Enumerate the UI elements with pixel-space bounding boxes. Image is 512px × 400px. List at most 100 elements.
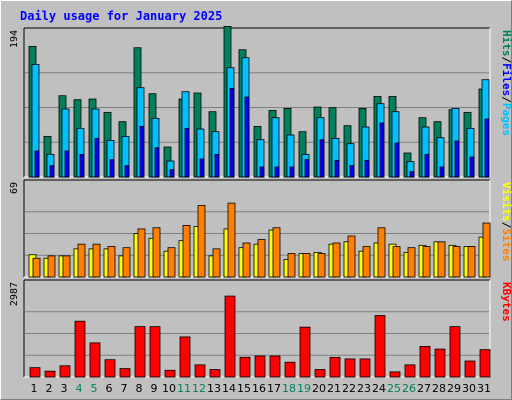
pages-bar	[319, 139, 325, 178]
legend-entry: Files	[500, 63, 512, 96]
pages-bar	[139, 125, 145, 178]
pages-bar	[259, 166, 265, 178]
day-label-26: 26	[402, 382, 416, 395]
day-label-16: 16	[252, 382, 266, 395]
legend-entry: /	[500, 96, 512, 103]
pages-bar	[394, 142, 400, 178]
day-label-27: 27	[417, 382, 431, 395]
kbytes-bar	[59, 365, 71, 378]
day-label-21: 21	[327, 382, 341, 395]
panel-middle-max-label: 69	[9, 182, 20, 194]
pages-bar	[49, 165, 55, 178]
kbytes-bar	[329, 356, 341, 378]
day-label-18: 18	[282, 382, 296, 395]
legend-entry: KBytes	[500, 282, 512, 322]
sites-bar	[197, 205, 206, 278]
pages-bar	[34, 150, 40, 178]
pages-bar	[214, 153, 220, 178]
day-label-25: 25	[387, 382, 401, 395]
kbytes-bar	[434, 348, 446, 378]
day-label-22: 22	[342, 382, 356, 395]
kbytes-bar	[479, 349, 491, 378]
pages-bar	[229, 87, 235, 178]
sites-bar	[347, 235, 356, 278]
kbytes-bar	[44, 370, 56, 378]
sites-bar	[317, 253, 326, 278]
sites-bar	[227, 202, 236, 278]
pages-bar	[289, 166, 295, 178]
day-label-19: 19	[297, 382, 311, 395]
day-label-29: 29	[447, 382, 461, 395]
pages-bar	[484, 118, 490, 178]
kbytes-bar	[284, 361, 296, 378]
pages-bar	[424, 153, 430, 178]
day-label-10: 10	[162, 382, 176, 395]
sites-bar	[482, 222, 491, 278]
pages-bar	[109, 159, 115, 178]
sites-bar	[377, 227, 386, 278]
pages-bar	[94, 137, 100, 178]
day-label-4: 4	[76, 382, 83, 395]
kbytes-bar	[269, 355, 281, 378]
sites-bar	[62, 255, 71, 278]
kbytes-bar	[404, 364, 416, 378]
pages-bar	[184, 127, 190, 178]
legend-entry: Hits	[500, 30, 512, 57]
kbytes-bar	[194, 364, 206, 378]
sites-bar	[77, 243, 86, 278]
sites-bar	[302, 253, 311, 278]
kbytes-bar	[134, 326, 146, 378]
sites-bar	[467, 246, 476, 278]
pages-bar	[124, 165, 130, 178]
sites-bar	[257, 239, 266, 278]
sites-bar	[392, 246, 401, 278]
day-label-9: 9	[151, 382, 158, 395]
day-label-12: 12	[192, 382, 206, 395]
day-label-24: 24	[372, 382, 386, 395]
sites-bar	[437, 241, 446, 278]
kbytes-bar	[74, 320, 86, 378]
pages-bar	[334, 159, 340, 178]
sites-bar	[332, 242, 341, 278]
kbytes-bar	[89, 342, 101, 378]
kbytes-bar	[374, 315, 386, 378]
pages-bar	[169, 169, 175, 178]
kbytes-bar	[314, 369, 326, 378]
day-label-23: 23	[357, 382, 371, 395]
day-label-8: 8	[136, 382, 143, 395]
panel-middle-legend: Visits/Sites	[500, 182, 512, 262]
panel-bottom-legend: KBytes	[500, 282, 512, 322]
kbytes-bar	[254, 355, 266, 378]
sites-bar	[182, 225, 191, 278]
sites-bar	[212, 248, 221, 278]
kbytes-bar	[149, 326, 161, 378]
pages-bar	[364, 159, 370, 178]
day-label-5: 5	[91, 382, 98, 395]
pages-bar	[469, 156, 475, 178]
day-label-17: 17	[267, 382, 281, 395]
kbytes-bar	[464, 360, 476, 378]
pages-bar	[304, 159, 310, 178]
kbytes-bar	[29, 367, 41, 378]
legend-entry: Sites	[500, 228, 512, 261]
pages-bar	[349, 165, 355, 178]
kbytes-bar	[344, 358, 356, 378]
sites-bar	[422, 246, 431, 278]
kbytes-bar	[209, 369, 221, 378]
day-label-7: 7	[121, 382, 128, 395]
pages-bar	[154, 147, 160, 178]
pages-bar	[199, 158, 205, 178]
kbytes-bar	[449, 326, 461, 378]
panel-top-max-label: 194	[9, 30, 20, 48]
panel-top-legend: Hits/Files/Pages	[500, 30, 512, 136]
sites-bar	[167, 247, 176, 278]
pages-bar	[79, 153, 85, 178]
day-label-31: 31	[477, 382, 491, 395]
legend-entry: /	[500, 57, 512, 64]
pages-bar	[409, 171, 415, 178]
sites-bar	[137, 228, 146, 278]
pages-bar	[274, 166, 280, 178]
day-label-6: 6	[106, 382, 113, 395]
sites-bar	[407, 247, 416, 278]
